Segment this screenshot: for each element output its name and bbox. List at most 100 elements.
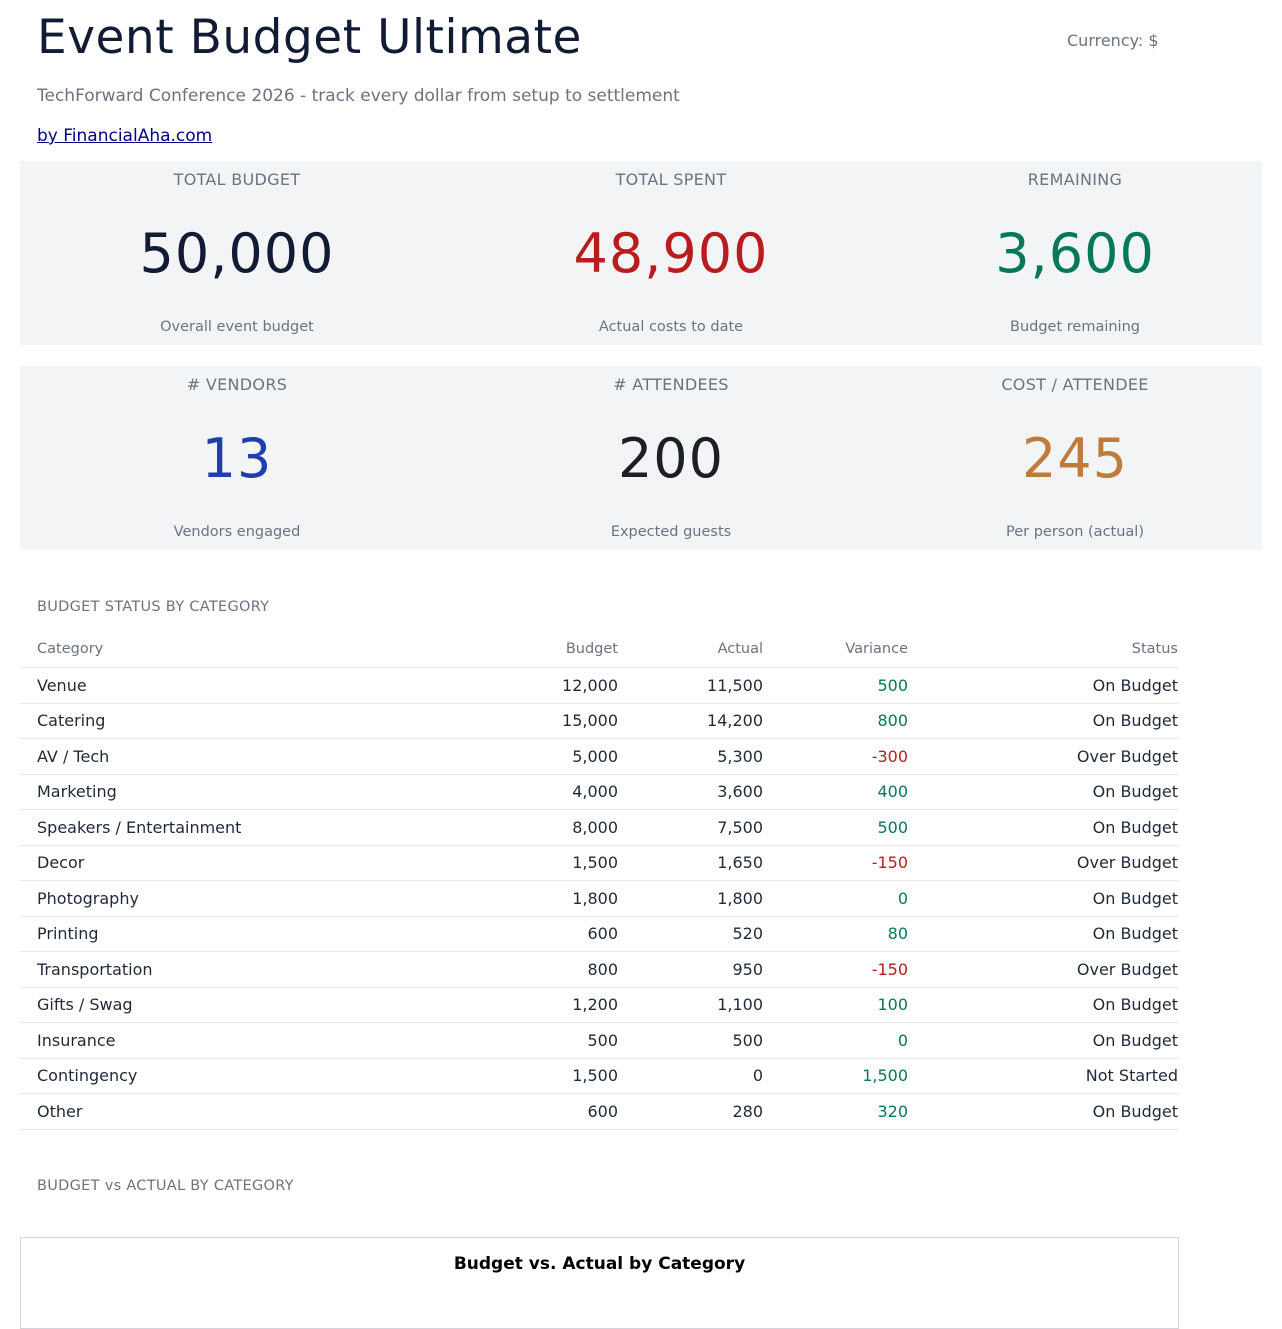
kpi-total-spent: TOTAL SPENT 48,900 Actual costs to date — [454, 161, 888, 345]
column-header-status[interactable]: Status — [908, 631, 1179, 668]
cell-status: On Budget — [908, 667, 1179, 704]
cell-category: Marketing — [20, 774, 457, 810]
cell-category: Transportation — [20, 951, 457, 988]
cell-status: Over Budget — [908, 951, 1179, 988]
kpi-label: # VENDORS — [186, 375, 288, 394]
cell-status: On Budget — [908, 880, 1179, 917]
table-row: Photography 1,800 1,800 0 On Budget — [20, 880, 1179, 917]
cell-budget: 600 — [457, 916, 618, 952]
cell-variance: 500 — [763, 809, 908, 846]
cell-variance: 800 — [763, 703, 908, 739]
cell-category: Speakers / Entertainment — [20, 809, 457, 846]
cell-actual: 1,100 — [618, 987, 763, 1023]
table-row: Insurance 500 500 0 On Budget — [20, 1022, 1179, 1059]
currency-label: Currency: $ — [1067, 31, 1159, 50]
cell-actual: 1,650 — [618, 845, 763, 881]
page-subtitle: TechForward Conference 2026 - track ever… — [37, 86, 680, 106]
cell-budget: 15,000 — [457, 703, 618, 739]
kpi-value: 3,600 — [995, 222, 1155, 285]
kpi-caption: Overall event budget — [160, 319, 314, 335]
cell-category: Printing — [20, 916, 457, 952]
cell-actual: 0 — [618, 1058, 763, 1094]
kpi-label: TOTAL SPENT — [615, 170, 727, 189]
cell-variance: 0 — [763, 1022, 908, 1059]
cell-budget: 800 — [457, 951, 618, 988]
kpi-label: # ATTENDEES — [613, 375, 729, 394]
table-row: Speakers / Entertainment 8,000 7,500 500 On … — [20, 809, 1179, 846]
column-header-budget[interactable]: Budget — [457, 631, 618, 668]
column-header-category[interactable]: Category — [20, 631, 457, 668]
table-row: Catering 15,000 14,200 800 On Budget — [20, 703, 1179, 739]
cell-budget: 5,000 — [457, 738, 618, 775]
cell-category: Insurance — [20, 1022, 457, 1059]
table-row: Decor 1,500 1,650 -150 Over Budget — [20, 845, 1179, 881]
kpi-caption: Per person (actual) — [1006, 524, 1144, 540]
cell-category: Catering — [20, 703, 457, 739]
cell-category: AV / Tech — [20, 738, 457, 775]
cell-actual: 280 — [618, 1093, 763, 1130]
cell-budget: 1,500 — [457, 1058, 618, 1094]
cell-actual: 3,600 — [618, 774, 763, 810]
table-row: Contingency 1,500 0 1,500 Not Started — [20, 1058, 1179, 1094]
cell-category: Photography — [20, 880, 457, 917]
cell-actual: 11,500 — [618, 667, 763, 704]
table-row: Other 600 280 320 On Budget — [20, 1093, 1179, 1130]
cell-category: Contingency — [20, 1058, 457, 1094]
chart-title: Budget vs. Actual by Category — [453, 1254, 746, 1274]
kpi-row-1: TOTAL BUDGET 50,000 Overall event budget… — [20, 161, 1262, 345]
cell-budget: 4,000 — [457, 774, 618, 810]
cell-category: Other — [20, 1093, 457, 1130]
cell-status: On Budget — [908, 1093, 1179, 1130]
cell-actual: 500 — [618, 1022, 763, 1059]
cell-status: Over Budget — [908, 738, 1179, 775]
table-row: Gifts / Swag 1,200 1,100 100 On Budget — [20, 987, 1179, 1023]
table-row: AV / Tech 5,000 5,300 -300 Over Budget — [20, 738, 1179, 775]
cell-variance: -150 — [763, 951, 908, 988]
kpi-row-2: # VENDORS 13 Vendors engaged # ATTENDEES… — [20, 366, 1262, 550]
cell-category: Gifts / Swag — [20, 987, 457, 1023]
kpi-vendors: # VENDORS 13 Vendors engaged — [20, 366, 454, 550]
cell-actual: 520 — [618, 916, 763, 952]
cell-status: Over Budget — [908, 845, 1179, 881]
kpi-value: 13 — [201, 427, 273, 490]
kpi-caption: Actual costs to date — [598, 319, 744, 335]
cell-status: On Budget — [908, 916, 1179, 952]
kpi-label: REMAINING — [1027, 170, 1123, 189]
cell-status: On Budget — [908, 703, 1179, 739]
cell-variance: 80 — [763, 916, 908, 952]
cell-actual: 14,200 — [618, 703, 763, 739]
table-row: Venue 12,000 11,500 500 On Budget — [20, 667, 1179, 704]
cell-actual: 1,800 — [618, 880, 763, 917]
kpi-value: 48,900 — [573, 222, 769, 285]
kpi-label: TOTAL BUDGET — [173, 170, 301, 189]
kpi-attendees: # ATTENDEES 200 Expected guests — [454, 366, 888, 550]
kpi-cost-per-attendee: COST / ATTENDEE 245 Per person (actual) — [888, 366, 1262, 550]
table-row: Printing 600 520 80 On Budget — [20, 916, 1179, 952]
cell-actual: 950 — [618, 951, 763, 988]
kpi-remaining: REMAINING 3,600 Budget remaining — [888, 161, 1262, 345]
table-row: Marketing 4,000 3,600 400 On Budget — [20, 774, 1179, 810]
column-header-actual[interactable]: Actual — [618, 631, 763, 668]
cell-budget: 600 — [457, 1093, 618, 1130]
cell-category: Venue — [20, 667, 457, 704]
cell-variance: -150 — [763, 845, 908, 881]
cell-variance: 1,500 — [763, 1058, 908, 1094]
section-label-chart: BUDGET vs ACTUAL BY CATEGORY — [37, 1178, 294, 1194]
cell-variance: 500 — [763, 667, 908, 704]
cell-budget: 500 — [457, 1022, 618, 1059]
cell-variance: -300 — [763, 738, 908, 775]
cell-status: On Budget — [908, 1022, 1179, 1059]
cell-status: Not Started — [908, 1058, 1179, 1094]
credit-link[interactable]: by FinancialAha.com — [37, 126, 213, 146]
cell-category: Decor — [20, 845, 457, 881]
page-title: Event Budget Ultimate — [37, 10, 582, 65]
kpi-caption: Expected guests — [610, 524, 732, 540]
cell-budget: 1,200 — [457, 987, 618, 1023]
cell-status: On Budget — [908, 809, 1179, 846]
column-header-variance[interactable]: Variance — [763, 631, 908, 668]
budget-status-table: Category Budget Actual Variance Status V… — [20, 631, 1179, 1130]
kpi-value: 245 — [1021, 427, 1129, 490]
kpi-caption: Budget remaining — [1010, 319, 1140, 335]
section-label-status: BUDGET STATUS BY CATEGORY — [37, 599, 270, 615]
cell-variance: 100 — [763, 987, 908, 1023]
